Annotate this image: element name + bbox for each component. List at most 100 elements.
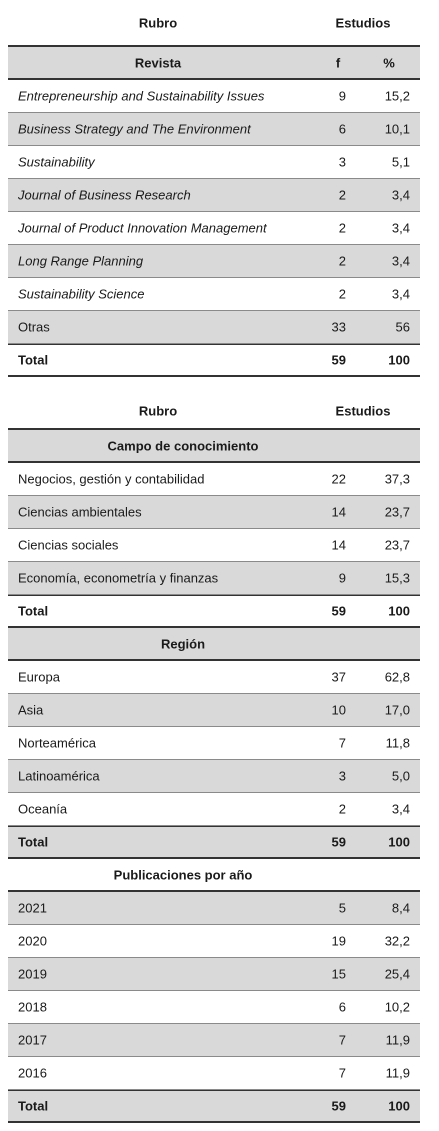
distribution-table: Rubro Estudios Campo de conocimiento Negoci… [8, 393, 420, 1123]
count: 10 [331, 702, 346, 718]
data-row: Entrepreneurship and Sustainability Issu… [8, 80, 420, 113]
percent: 3,4 [391, 253, 410, 269]
journal-table: Rubro Estudios Revista f% Entrepreneurship a… [8, 0, 420, 377]
row-label: Economía, econometría y finanzas [18, 570, 219, 586]
column-header: Estudios [335, 15, 391, 30]
section-row: Región [8, 628, 420, 661]
data-row: Long Range Planning 2 3,4 [8, 245, 420, 278]
count: 19 [331, 933, 346, 949]
row-label: Total [18, 834, 49, 850]
count: 6 [338, 121, 346, 137]
percent: 15,3 [384, 570, 410, 586]
count: 6 [338, 999, 346, 1015]
count: 59 [331, 352, 346, 368]
row-label: Otras [18, 319, 50, 335]
count: 7 [338, 1065, 346, 1081]
count: 2 [338, 801, 346, 817]
column-header: Rubro [138, 15, 178, 30]
data-row: Journal of Business Research 2 3,4 [8, 179, 420, 212]
data-row: Oceanía 2 3,4 [8, 793, 420, 826]
row-label: 2016 [18, 1065, 47, 1081]
row-label: Sustainability Science [18, 286, 145, 302]
row-label: Entrepreneurship and Sustainability Issu… [18, 88, 265, 104]
count: 2 [338, 286, 346, 302]
count: 59 [331, 1098, 346, 1114]
count: 33 [331, 319, 346, 335]
data-row: 2017 7 11,9 [8, 1024, 420, 1057]
row-label: Journal of Business Research [18, 187, 191, 203]
percent: 3,4 [391, 187, 410, 203]
column-header: Rubro [138, 403, 178, 418]
data-row: Negocios, gestión y contabilidad 22 37,3 [8, 463, 420, 496]
row-label: 2017 [18, 1032, 47, 1048]
percent: 100 [388, 1098, 410, 1114]
row-label: Sustainability [18, 154, 95, 170]
data-row: 2016 7 11,9 [8, 1057, 420, 1090]
column-header: Estudios [335, 403, 391, 418]
count: 7 [338, 1032, 346, 1048]
total-row: Total 59 100 [8, 1090, 420, 1123]
count: 5 [338, 900, 346, 916]
percent: 37,3 [384, 471, 410, 487]
data-row: Sustainability 3 5,1 [8, 146, 420, 179]
count: 59 [331, 603, 346, 619]
total-row: Total 59 100 [8, 595, 420, 628]
count: 9 [338, 570, 346, 586]
percent: 3,4 [391, 220, 410, 236]
count: 2 [338, 253, 346, 269]
percent: 3,4 [391, 286, 410, 302]
row-label: Oceanía [18, 801, 68, 817]
count: 9 [338, 88, 346, 104]
row-label: Norteamérica [18, 735, 97, 751]
data-row: Europa 37 62,8 [8, 661, 420, 694]
row-label: Negocios, gestión y contabilidad [18, 471, 205, 487]
percent: 10,2 [384, 999, 410, 1015]
percent: 62,8 [384, 669, 410, 685]
total-row: Total 59 100 [8, 826, 420, 859]
percent: 100 [388, 834, 410, 850]
count: 7 [338, 735, 346, 751]
percent: 11,8 [385, 735, 410, 751]
data-row: Journal of Product Innovation Management… [8, 212, 420, 245]
count: 14 [331, 504, 346, 520]
data-row: Economía, econometría y finanzas 9 15,3 [8, 562, 420, 595]
percent: 3,4 [391, 801, 410, 817]
total-row: Total 59 100 [8, 344, 420, 377]
row-label: 2021 [18, 900, 47, 916]
column-header: % [383, 55, 395, 70]
data-row: Ciencias sociales 14 23,7 [8, 529, 420, 562]
data-row: 2019 15 25,4 [8, 958, 420, 991]
percent: 15,2 [384, 88, 410, 104]
data-row: Norteamérica 7 11,8 [8, 727, 420, 760]
data-row: 2018 6 10,2 [8, 991, 420, 1024]
row-label: 2019 [18, 966, 47, 982]
row-label: Europa [18, 669, 60, 685]
percent: 23,7 [384, 537, 410, 553]
count: 3 [338, 768, 346, 784]
percent: 32,2 [384, 933, 410, 949]
count: 15 [331, 966, 346, 982]
percent: 11,9 [385, 1032, 410, 1048]
section-title: Campo de conocimiento [107, 438, 259, 453]
percent: 11,9 [385, 1065, 410, 1081]
percent: 100 [388, 352, 410, 368]
row-label: Latinoamérica [18, 768, 100, 784]
data-row: Sustainability Science 2 3,4 [8, 278, 420, 311]
header-row: Rubro Estudios [8, 393, 420, 430]
count: 22 [331, 471, 346, 487]
data-row: Business Strategy and The Environment 6 10… [8, 113, 420, 146]
section-row: Publicaciones por año [8, 859, 420, 892]
column-header: Revista [134, 55, 182, 70]
row-label: Ciencias sociales [18, 537, 119, 553]
row-label: 2018 [18, 999, 47, 1015]
percent: 100 [388, 603, 410, 619]
percent: 5,0 [391, 768, 410, 784]
data-row: Latinoamérica 3 5,0 [8, 760, 420, 793]
column-header: f [335, 55, 341, 70]
section-title: Publicaciones por año [113, 867, 253, 882]
count: 2 [338, 220, 346, 236]
row-label: Total [18, 1098, 49, 1114]
row-label: Total [18, 352, 49, 368]
row-label: Business Strategy and The Environment [18, 121, 251, 137]
